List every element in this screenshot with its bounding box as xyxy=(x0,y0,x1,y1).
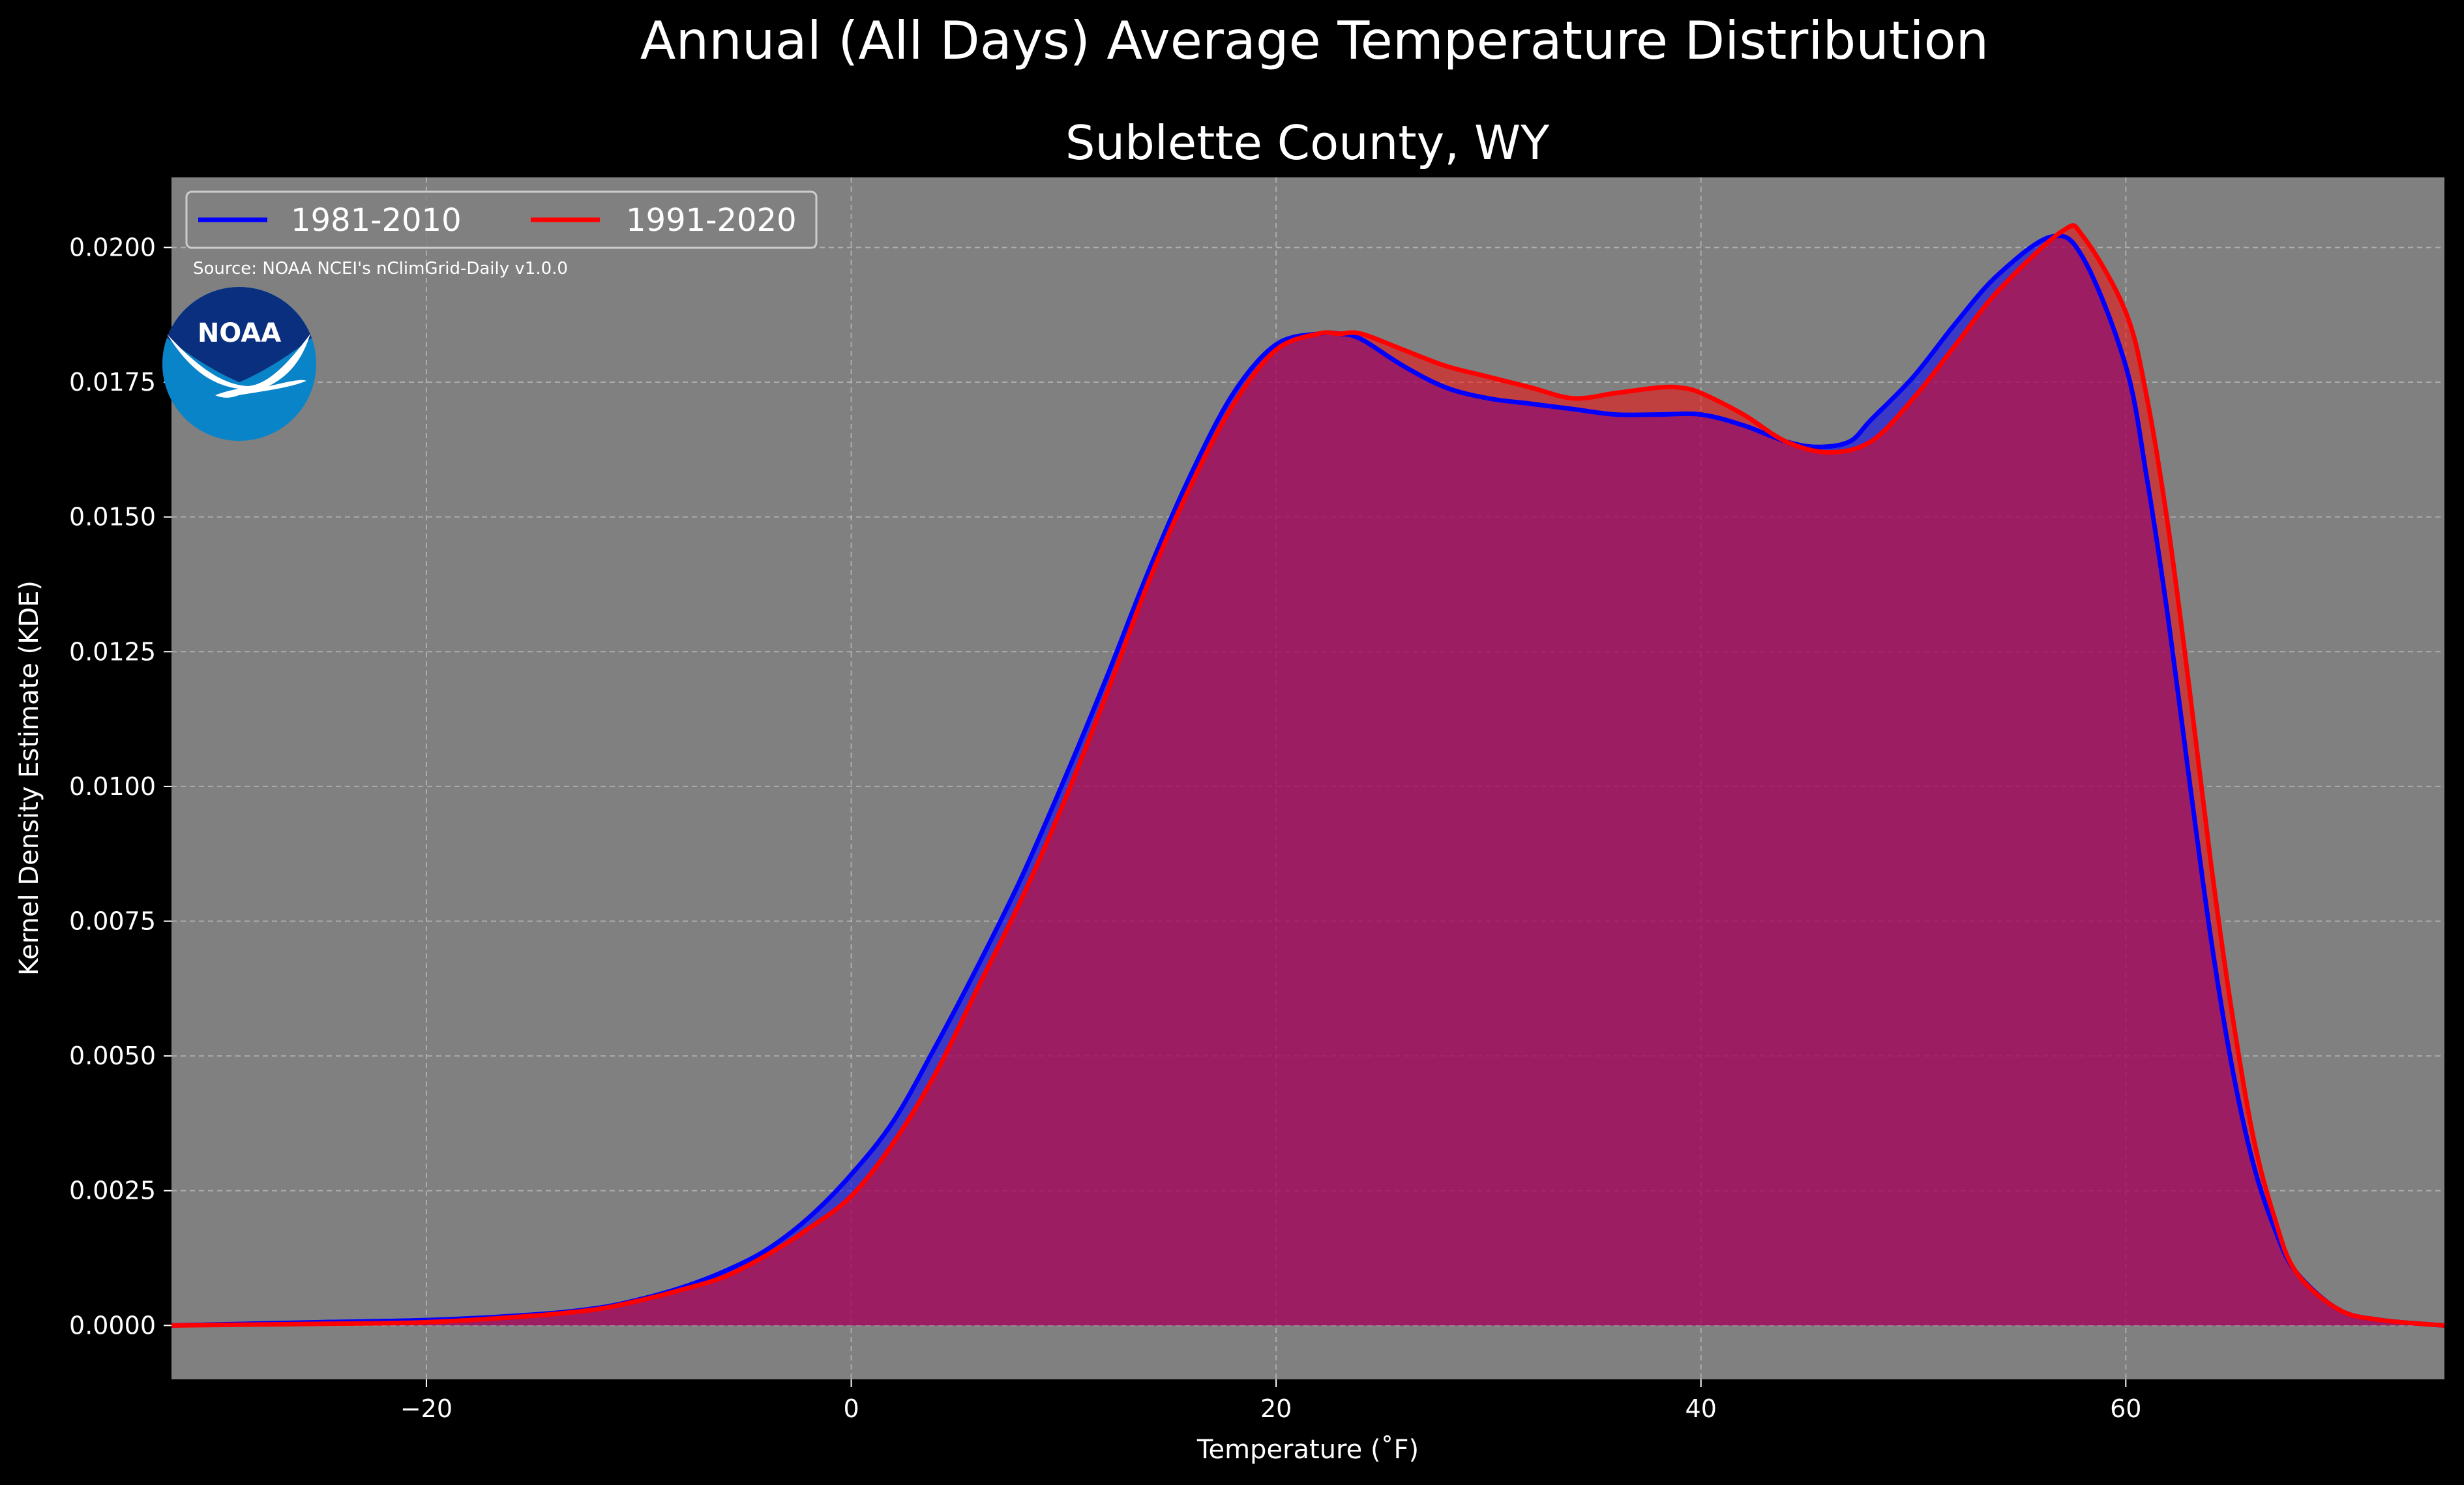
y-tick-label: 0.0200 xyxy=(69,233,156,262)
y-tick-label: 0.0100 xyxy=(69,772,156,801)
area-1991-2020 xyxy=(171,225,2444,1326)
figure-title: Annual (All Days) Average Temperature Di… xyxy=(640,10,1989,71)
y-axis-label: Kernel Density Estimate (KDE) xyxy=(14,580,44,976)
x-tick-label: 0 xyxy=(843,1394,859,1423)
y-tick-label: 0.0000 xyxy=(69,1311,156,1340)
x-tick-label: 40 xyxy=(1685,1394,1717,1423)
logo-text: NOAA xyxy=(198,318,281,348)
logo-top-dome xyxy=(167,287,312,382)
x-tick-label: 20 xyxy=(1260,1394,1292,1423)
y-tick-label: 0.0050 xyxy=(69,1042,156,1070)
legend-label-1981-2010: 1981-2010 xyxy=(291,202,462,239)
y-tick-label: 0.0075 xyxy=(69,907,156,936)
series-areas xyxy=(171,225,2444,1326)
y-tick-label: 0.0175 xyxy=(69,368,156,397)
line-1981-2010 xyxy=(171,233,2445,1328)
y-tick-label: 0.0125 xyxy=(69,637,156,666)
noaa-logo: NOAA xyxy=(162,287,316,441)
logo-gull-icon xyxy=(167,334,310,398)
axes: −20 0 20 40 60 0.0000 0.0025 0.0050 0.0075 0.0100… xyxy=(69,233,2141,1423)
legend: 1981-2010 1991-2020 xyxy=(185,190,818,249)
legend-box xyxy=(185,190,818,249)
y-tick-label: 0.0150 xyxy=(69,503,156,532)
chart-subtitle: Sublette County, WY xyxy=(1065,115,1550,170)
x-tick-label: 60 xyxy=(2110,1394,2141,1423)
x-axis-label: Temperature (˚F) xyxy=(1196,1435,1419,1465)
source-note: Source: NOAA NCEI's nClimGrid-Daily v1.0… xyxy=(193,259,568,278)
line-1991-2020 xyxy=(171,223,2445,1328)
y-tick-label: 0.0025 xyxy=(69,1177,156,1205)
series-lines xyxy=(171,223,2445,1328)
legend-label-1991-2020: 1991-2020 xyxy=(626,202,797,239)
x-tick-label: −20 xyxy=(400,1394,453,1423)
